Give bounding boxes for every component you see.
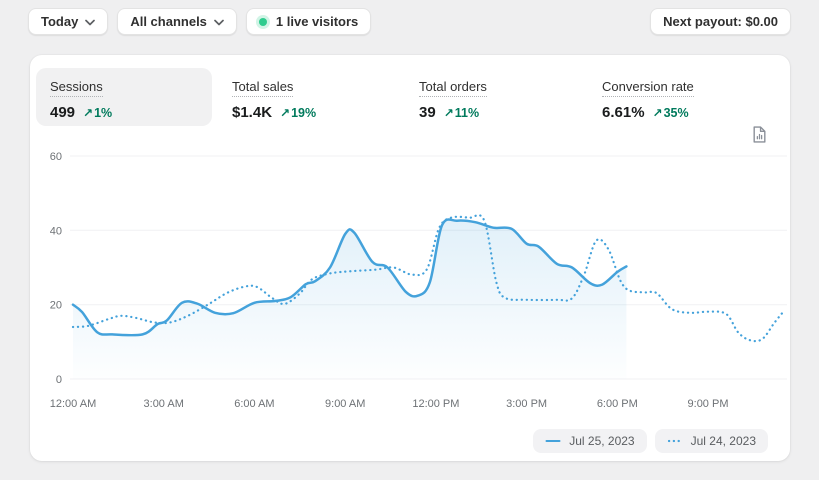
metric-value-row: 39 ↗ 11% (419, 104, 487, 121)
delta-badge: ↗ 35% (653, 106, 689, 120)
metric-tab-sessions[interactable]: Sessions 499 ↗ 1% (36, 68, 212, 126)
x-tick-label: 12:00 AM (50, 398, 96, 410)
metric-tab-total-orders[interactable]: Total orders 39 ↗ 11% (419, 78, 487, 121)
legend-item-jul-24[interactable]: Jul 24, 2023 (654, 429, 768, 453)
topbar-filters: Today All channels 1 live visitors (28, 8, 372, 35)
live-visitors-label: 1 live visitors (275, 14, 359, 29)
y-tick-label: 60 (50, 151, 62, 163)
metric-value-row: $1.4K ↗ 19% (232, 104, 316, 121)
next-payout-button[interactable]: Next payout: $0.00 (650, 8, 791, 35)
metric-tab-conversion-rate[interactable]: Conversion rate 6.61% ↗ 35% (602, 78, 694, 121)
trend-up-icon: ↗ (443, 105, 454, 120)
view-report-button[interactable] (748, 125, 770, 147)
x-tick-label: 9:00 PM (688, 398, 729, 410)
chevron-down-icon (85, 14, 96, 29)
y-tick-label: 20 (50, 300, 62, 312)
series-area (73, 219, 627, 379)
delta-value: 11% (454, 105, 480, 120)
x-tick-label: 3:00 AM (144, 398, 184, 410)
live-dot-icon (258, 17, 267, 26)
y-tick-label: 0 (56, 374, 62, 386)
channels-button[interactable]: All channels (117, 8, 237, 35)
x-tick-label: 6:00 PM (597, 398, 638, 410)
delta-badge: ↗ 11% (444, 106, 479, 120)
metric-value: 6.61% (602, 104, 645, 121)
legend-swatch-solid-line (545, 436, 561, 446)
metric-tab-total-sales[interactable]: Total sales $1.4K ↗ 19% (232, 78, 316, 121)
x-tick-label: 6:00 AM (234, 398, 274, 410)
trend-up-icon: ↗ (280, 105, 291, 120)
delta-value: 1% (94, 105, 113, 120)
legend-swatch-dotted-line (667, 436, 683, 446)
chevron-down-icon (214, 14, 224, 29)
report-icon (752, 126, 767, 146)
x-tick-label: 3:00 PM (506, 398, 547, 410)
delta-badge: ↗ 19% (280, 106, 316, 120)
metric-value: 39 (419, 104, 436, 121)
legend-label: Jul 25, 2023 (569, 434, 635, 448)
metric-value-row: 6.61% ↗ 35% (602, 104, 694, 121)
date-range-button[interactable]: Today (28, 8, 109, 35)
date-range-label: Today (41, 14, 79, 29)
x-tick-label: 9:00 AM (325, 398, 365, 410)
chart-legend: Jul 25, 2023 Jul 24, 2023 (533, 429, 768, 453)
topbar-actions: Next payout: $0.00 (650, 8, 791, 35)
trend-up-icon: ↗ (83, 105, 94, 120)
metric-value-row: 499 ↗ 1% (50, 104, 198, 121)
metric-value: $1.4K (232, 104, 273, 121)
trend-up-icon: ↗ (652, 105, 663, 120)
next-payout-label: Next payout: $0.00 (663, 14, 778, 29)
metric-label: Sessions (50, 79, 103, 97)
x-tick-label: 12:00 PM (412, 398, 459, 410)
metric-label: Conversion rate (602, 79, 694, 97)
y-tick-label: 40 (50, 225, 62, 237)
metric-value: 499 (50, 104, 76, 121)
legend-item-jul-25[interactable]: Jul 25, 2023 (533, 429, 647, 453)
channels-label: All channels (130, 14, 207, 29)
analytics-card: Sessions 499 ↗ 1% Total sales $1.4K ↗ 19… (30, 55, 790, 461)
series-line-solid (71, 218, 628, 337)
metric-label: Total sales (232, 79, 294, 97)
legend-label: Jul 24, 2023 (690, 434, 756, 448)
delta-value: 35% (663, 105, 689, 120)
sessions-line-chart: 0 20 40 60 12:00 AM 3:00 AM 6:00 AM 9:00 AM 12:0… (50, 151, 787, 410)
delta-value: 19% (291, 105, 317, 120)
delta-badge: ↗ 1% (83, 106, 112, 120)
live-visitors-badge[interactable]: 1 live visitors (245, 8, 372, 35)
metric-label: Total orders (419, 79, 487, 97)
